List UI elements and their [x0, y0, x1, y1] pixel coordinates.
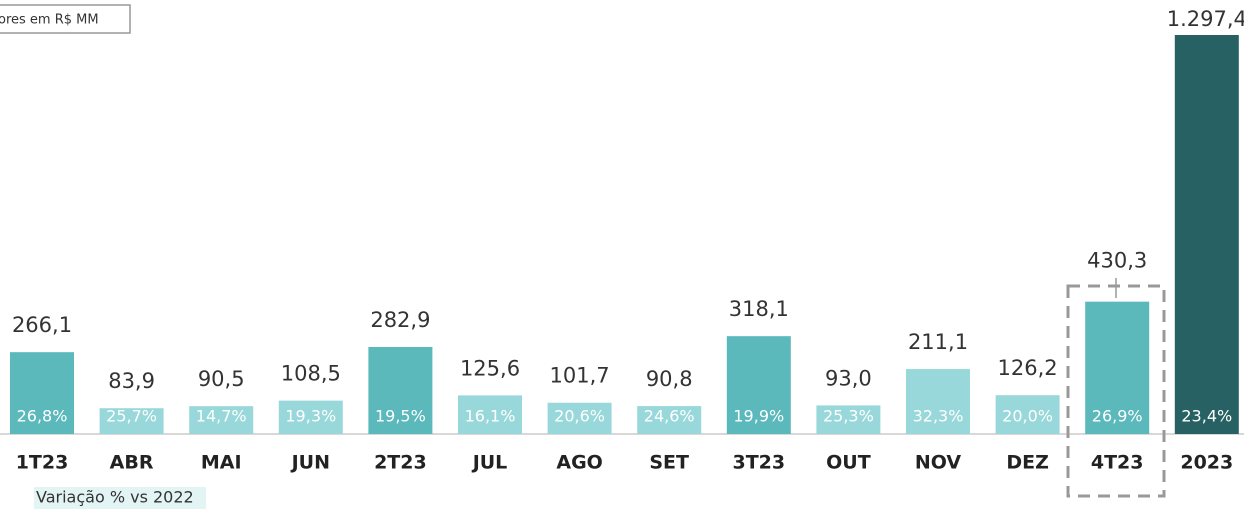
footer: Variação % vs 2022 [36, 488, 194, 507]
x-tick-label: NOV [915, 452, 962, 474]
variation-label: 25,7% [106, 407, 157, 426]
value-label: 90,5 [198, 367, 245, 391]
value-label: 211,1 [908, 330, 968, 354]
x-tick-label: 3T23 [732, 452, 785, 474]
x-tick-label: ABR [110, 452, 154, 474]
variation-label: 26,8% [17, 407, 68, 426]
value-label: 90,8 [646, 367, 693, 391]
x-tick-label: OUT [826, 452, 871, 474]
bar [10, 352, 74, 434]
x-tick-label: 2T23 [374, 452, 427, 474]
variation-label: 24,6% [644, 407, 695, 426]
variation-label: 19,3% [285, 407, 336, 426]
bar [368, 346, 433, 434]
footer-bg [34, 487, 206, 509]
x-tick-label: MAI [201, 452, 242, 474]
bar [278, 400, 343, 434]
x-tick-label: JUL [471, 452, 508, 474]
bar [995, 395, 1060, 434]
variation-label: 19,5% [375, 407, 426, 426]
x-tick-label: JUN [290, 452, 330, 474]
value-label: 126,2 [998, 356, 1058, 380]
bar [906, 369, 970, 434]
value-label: 282,9 [370, 308, 430, 332]
value-label: 318,1 [729, 297, 789, 321]
x-tick-label: 2023 [1180, 452, 1233, 474]
x-tick-label: SET [649, 452, 689, 474]
bar [547, 402, 612, 434]
variation-label: 25,3% [823, 407, 874, 426]
variation-label: 26,9% [1092, 407, 1143, 426]
value-label: 125,6 [460, 356, 520, 380]
value-label: 108,5 [281, 362, 341, 386]
variation-label: 23,4% [1181, 407, 1232, 426]
variation-label: 32,3% [913, 407, 964, 426]
value-label: 93,0 [825, 366, 872, 390]
variation-label: 20,6% [554, 407, 605, 426]
variation-label: 19,9% [733, 407, 784, 426]
bar [99, 408, 164, 434]
bar [1085, 301, 1150, 434]
value-label: 430,3 [1087, 249, 1147, 273]
bar [458, 395, 522, 434]
note-box [0, 4, 131, 34]
value-label: 83,9 [108, 369, 155, 393]
value-label: 101,7 [550, 364, 610, 388]
bar [1174, 35, 1239, 434]
x-tick-label: AGO [556, 452, 602, 474]
bar [189, 406, 254, 434]
note: ores em R$ MM [0, 13, 99, 28]
bar [637, 406, 702, 434]
x-tick-label: 1T23 [16, 452, 69, 474]
variation-label: 20,0% [1002, 407, 1053, 426]
x-tick-label: DEZ [1006, 452, 1049, 474]
variation-label: 16,1% [465, 407, 516, 426]
x-tick-label: 4T23 [1091, 452, 1144, 474]
bar [726, 336, 791, 434]
value-label: 1.297,4 [1167, 7, 1244, 31]
bar [816, 405, 881, 434]
variation-label: 14,7% [196, 407, 247, 426]
value-label: 266,1 [12, 313, 72, 337]
